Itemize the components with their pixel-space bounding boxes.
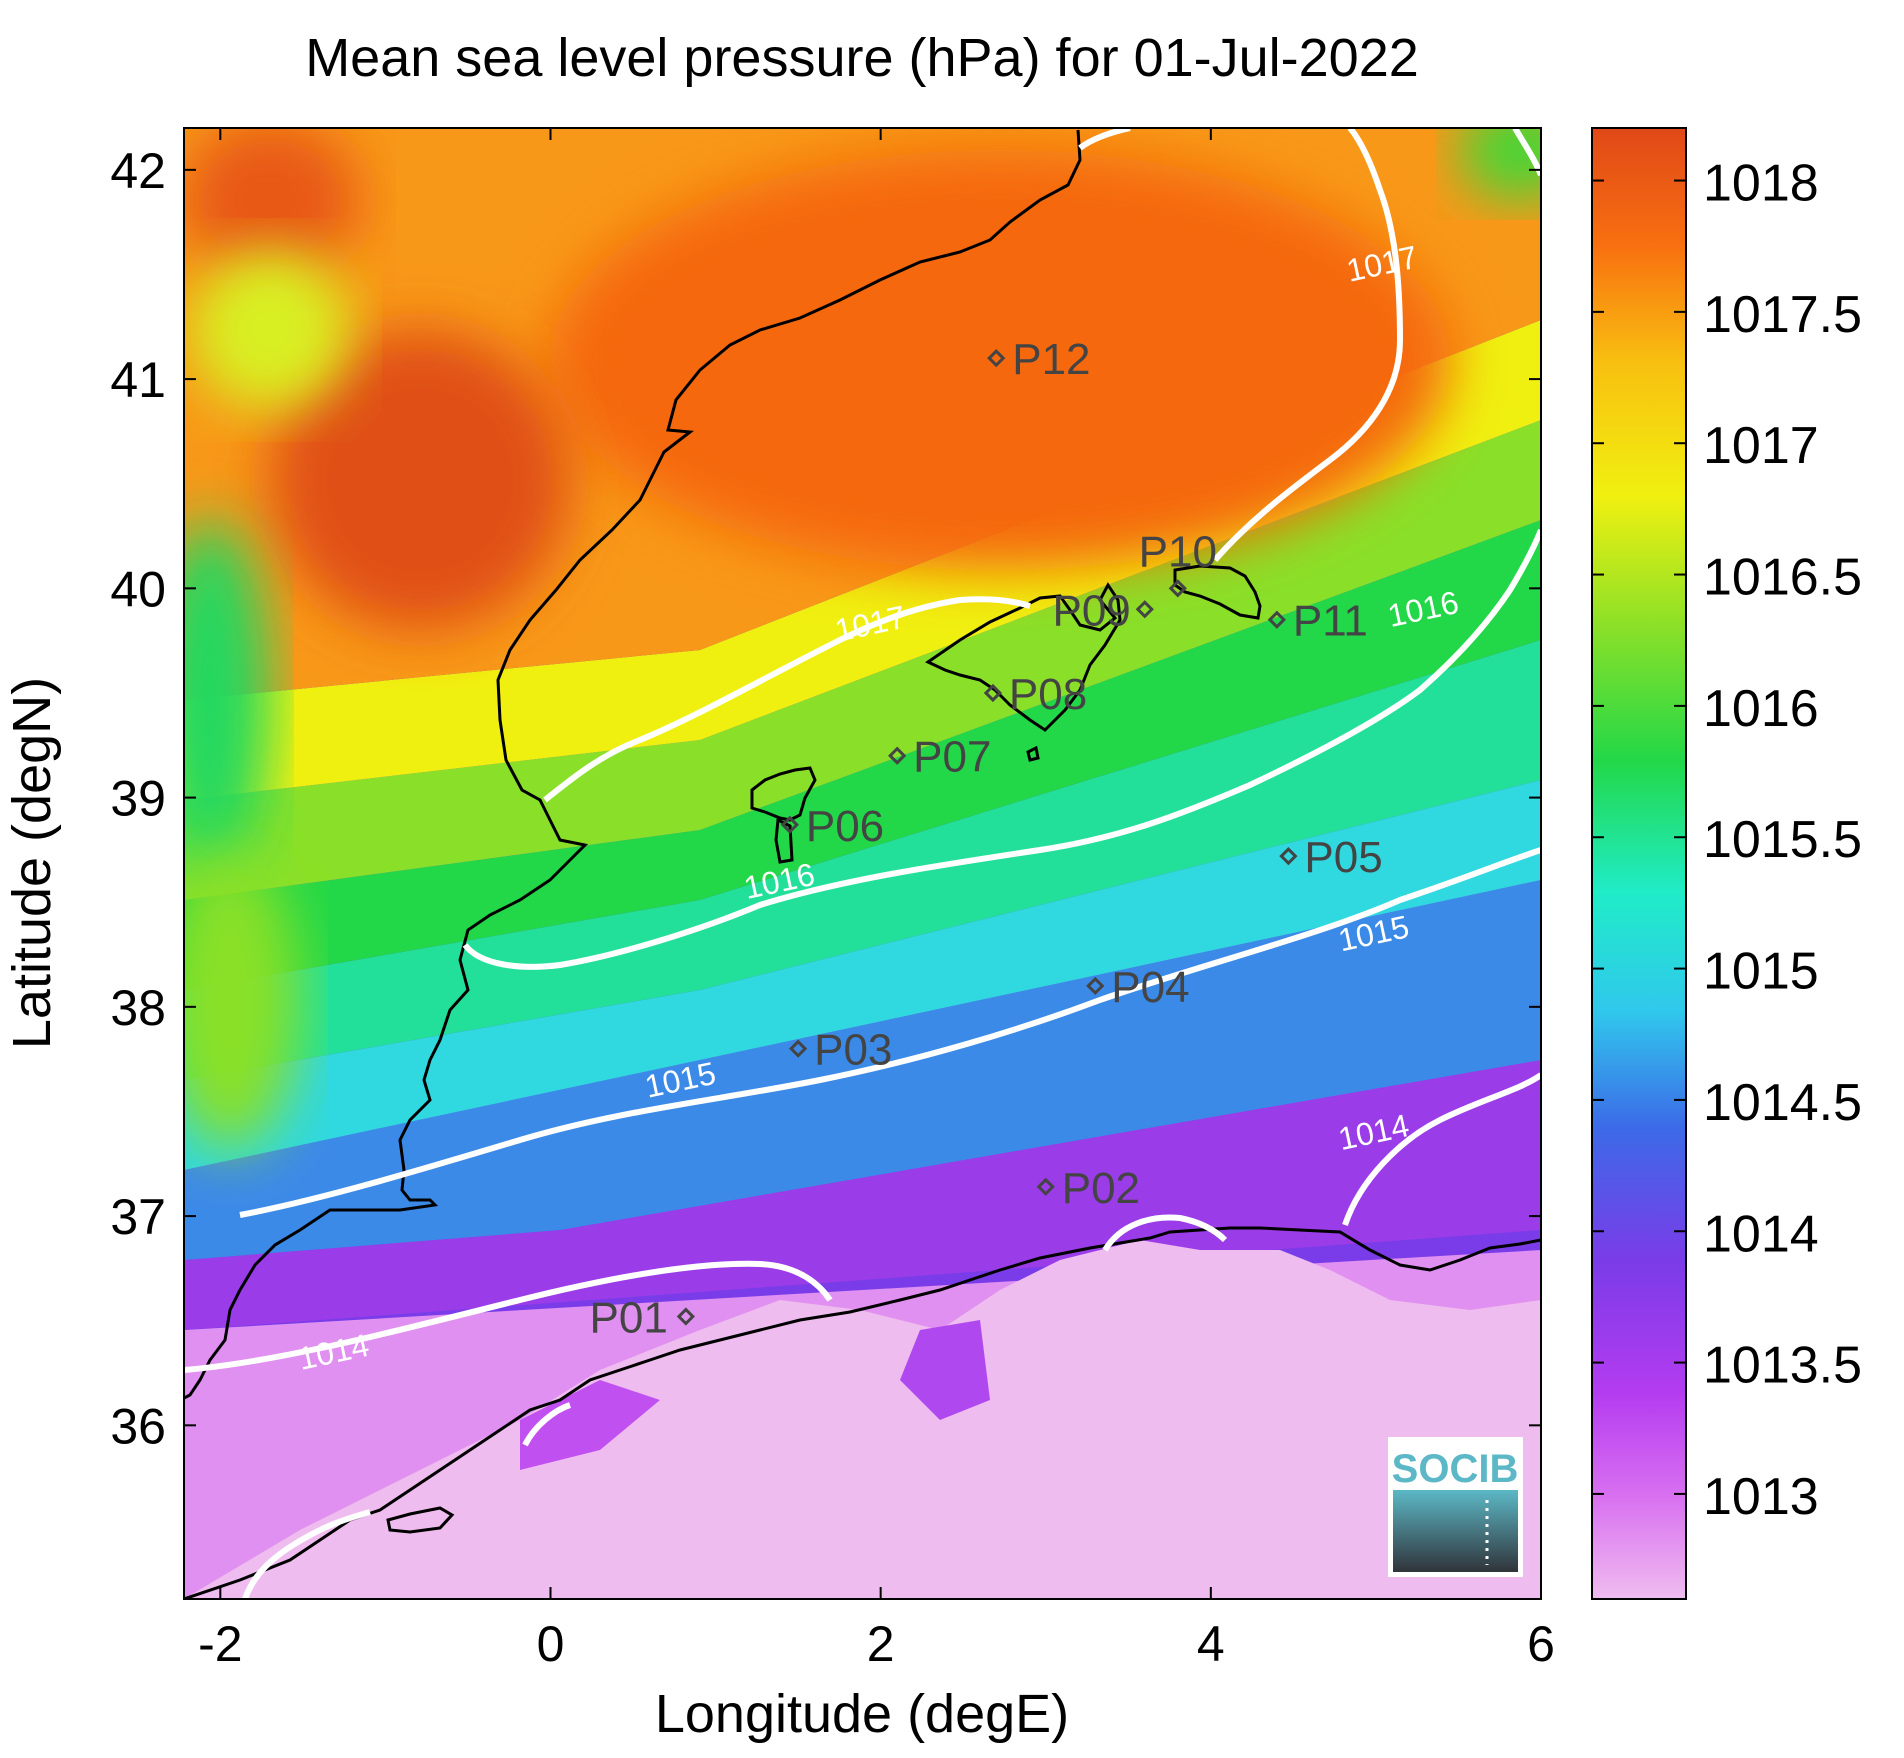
y-tick-label: 36 <box>110 1398 166 1454</box>
x-axis-label: Longitude (degE) <box>655 1684 1069 1744</box>
y-tick-label: 39 <box>110 771 166 827</box>
station-marker <box>676 1307 695 1326</box>
contour-1014-west <box>184 1260 833 1373</box>
colorbar-tick-label: 1016.5 <box>1703 549 1862 607</box>
x-tick-label: -2 <box>198 1616 242 1672</box>
colorbar-gradient <box>1591 127 1687 1600</box>
socib-logo-text: SOCIB <box>1392 1447 1519 1491</box>
y-tick-label: 42 <box>110 143 166 199</box>
station-marker <box>1135 600 1154 619</box>
station-marker <box>1086 976 1105 996</box>
station-marker <box>888 746 907 765</box>
contour-1017-north <box>1212 128 1404 562</box>
colorbar-tick-label: 1014 <box>1703 1205 1819 1263</box>
colorbar: 1013 1013.5 1014 1014.5 1015 1015.5 1016 1016.5… <box>1591 127 1862 1600</box>
colorbar-tick-label: 1013 <box>1703 1468 1819 1526</box>
station-label: P02 <box>1062 1164 1140 1213</box>
y-tick-label: 37 <box>110 1189 166 1245</box>
contour-1015 <box>239 847 1541 1218</box>
station-label: P07 <box>913 733 991 782</box>
station-label: P05 <box>1304 833 1382 882</box>
colorbar-tick-label: 1015 <box>1703 943 1819 1001</box>
colorbar-tick-label: 1018 <box>1703 155 1819 213</box>
socib-logo: SOCIB <box>1388 1437 1523 1577</box>
colorbar-ticks: 1013 1013.5 1014 1014.5 1015 1015.5 1016 1016.5… <box>1592 155 1862 1526</box>
contour-lines <box>184 128 1541 1599</box>
station-marker <box>1267 610 1286 629</box>
x-tick-label: 4 <box>1197 1616 1225 1672</box>
station-marker <box>1168 579 1187 598</box>
station-marker <box>983 683 1003 703</box>
station-label: P01 <box>590 1294 668 1343</box>
station-label: P03 <box>814 1026 892 1075</box>
contour-1017-top <box>1078 128 1131 151</box>
y-axis: 36 37 38 39 40 41 42 <box>110 143 1541 1454</box>
station-label: P04 <box>1111 963 1189 1012</box>
station-marker <box>788 1039 808 1058</box>
station-label: P10 <box>1139 527 1217 576</box>
station-marker <box>1279 847 1298 866</box>
y-axis-label: Latitude (degN) <box>2 677 62 1049</box>
colorbar-tick-label: 1016 <box>1703 680 1819 738</box>
colorbar-tick-label: 1017.5 <box>1703 286 1862 344</box>
x-tick-label: 0 <box>537 1616 565 1672</box>
contour-1014-mid <box>1102 1214 1228 1252</box>
x-tick-label: 6 <box>1527 1616 1555 1672</box>
colorbar-tick-label: 1014.5 <box>1703 1074 1862 1132</box>
contour-1014-sw <box>242 1509 371 1599</box>
y-tick-label: 38 <box>110 980 166 1036</box>
station-label: P08 <box>1009 670 1087 719</box>
colorbar-tick-label: 1017 <box>1703 417 1819 475</box>
contour-1014-cut <box>522 1402 572 1447</box>
x-axis: -2 0 2 4 6 <box>198 128 1555 1672</box>
contour-1017 <box>543 596 1031 803</box>
station-label: P09 <box>1052 586 1130 635</box>
y-tick-label: 40 <box>110 561 166 617</box>
map-frame <box>183 127 1542 1600</box>
y-tick-label: 41 <box>110 352 166 408</box>
colorbar-tick-label: 1013.5 <box>1703 1337 1862 1395</box>
station-marker <box>987 349 1006 368</box>
chart-title: Mean sea level pressure (hPa) for 01-Jul… <box>305 28 1419 88</box>
station-marker <box>780 815 799 834</box>
contour-1017-ne <box>1512 128 1541 177</box>
colorbar-tick-label: 1015.5 <box>1703 811 1862 869</box>
x-tick-label: 2 <box>867 1616 895 1672</box>
station-marker <box>1036 1177 1055 1196</box>
station-label: P12 <box>1012 335 1090 384</box>
contour-1014-east <box>1342 1072 1541 1226</box>
station-label: P11 <box>1293 597 1368 646</box>
coastline <box>184 129 1541 1599</box>
contour-1016 <box>462 528 1541 970</box>
station-label: P06 <box>806 802 884 851</box>
